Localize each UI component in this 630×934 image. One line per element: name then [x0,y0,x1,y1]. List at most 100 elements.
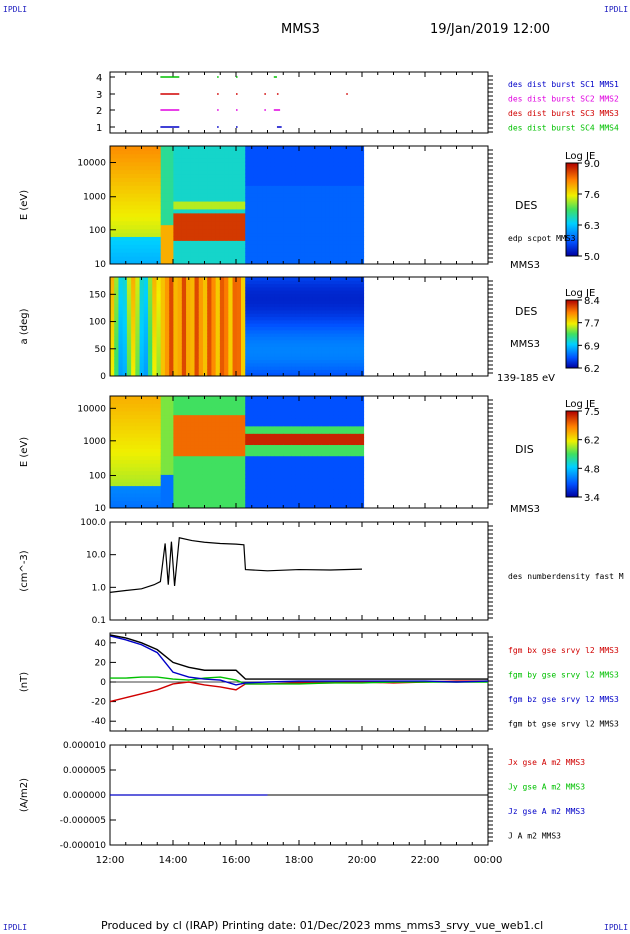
heatmap-cell [253,339,259,344]
heatmap-cell [295,329,301,334]
heatmap-cell [186,161,191,167]
heatmap-cell [228,177,234,182]
heatmap-cell [241,496,246,502]
heatmap-cell [333,290,339,294]
heatmap-cell [194,161,200,167]
heatmap-cell [207,240,212,245]
heatmap-cell [228,478,234,483]
heatmap-cell [224,256,229,261]
heatmap-cell [262,478,267,483]
heatmap-cell [148,244,153,249]
heatmap-cell [279,366,284,370]
heatmap-cell [219,277,225,281]
heatmap-cell [350,153,356,159]
heatmap-cell [279,189,284,194]
heatmap-cell [355,248,360,253]
heatmap-cell [338,326,343,331]
heatmap-cell [194,146,200,151]
heatmap-cell [257,193,263,198]
heatmap-cell [355,161,360,167]
heatmap-cell [312,349,318,354]
heatmap-cell [283,240,289,245]
heatmap-cell [266,220,272,226]
heatmap-cell [312,157,318,163]
heatmap-cell [283,356,289,360]
heatmap-cell [202,372,208,377]
heatmap-cell [270,149,276,155]
heatmap-cell [283,149,289,155]
heatmap-cell [211,396,217,401]
heatmap-cell [207,425,212,431]
heatmap-cell [173,414,179,419]
heatmap-cell [131,236,136,241]
heatmap-cell [169,165,174,171]
des-pitch-colorbar-tick-label: 7.7 [584,319,600,330]
heatmap-cell [211,478,217,483]
heatmap-cell [169,277,174,281]
heatmap-cell [160,407,166,412]
heatmap-cell [219,181,225,186]
heatmap-cell [156,399,162,404]
heatmap-cell [152,185,157,190]
heatmap-cell [228,349,234,354]
heatmap-cell [262,220,267,226]
heatmap-cell [173,463,179,468]
heatmap-cell [279,240,284,245]
heatmap-cell [304,248,310,253]
heatmap-cell [131,349,136,354]
heatmap-cell [359,177,365,182]
heatmap-cell [257,228,263,234]
heatmap-cell [355,300,360,304]
heatmap-cell [173,481,179,487]
heatmap-cell [270,283,276,288]
heatmap-cell [257,399,263,404]
heatmap-cell [350,149,356,155]
heatmap-cell [295,333,301,337]
heatmap-cell [160,240,166,245]
heatmap-cell [114,323,119,327]
heatmap-cell [249,244,255,249]
heatmap-cell [253,504,259,509]
heatmap-cell [355,336,360,341]
heatmap-cell [126,433,132,438]
heatmap-cell [317,296,322,301]
heatmap-cell [207,362,212,367]
heatmap-cell [194,474,200,479]
heatmap-cell [202,306,208,311]
heatmap-cell [245,410,250,416]
heatmap-cell [131,474,136,479]
heatmap-cell [312,244,318,249]
heatmap-cell [211,399,217,404]
heatmap-cell [219,149,225,155]
heatmap-cell [236,290,242,294]
heatmap-cell [215,485,221,490]
heatmap-cell [283,216,289,222]
heatmap-cell [148,165,153,171]
heatmap-cell [131,433,136,438]
heatmap-cell [249,313,255,318]
heatmap-cell [164,474,170,479]
heatmap-cell [219,414,225,419]
heatmap-cell [329,153,335,159]
heatmap-cell [245,208,250,214]
heatmap-cell [164,425,170,431]
heatmap-cell [156,366,162,370]
heatmap-cell [249,369,255,374]
heatmap-cell [114,220,119,226]
heatmap-cell [355,280,360,285]
heatmap-cell [232,418,238,423]
heatmap-cell [359,165,365,171]
heatmap-cell [152,157,157,163]
heatmap-cell [338,349,343,354]
heatmap-cell [232,448,238,453]
heatmap-cell [194,356,200,360]
heatmap-cell [131,326,136,331]
heatmap-cell [283,165,289,171]
heatmap-cell [139,220,145,226]
heatmap-cell [181,356,187,360]
heatmap-cell [114,256,119,261]
heatmap-cell [177,329,183,334]
heatmap-cell [338,277,343,281]
heatmap-cell [156,224,162,230]
heatmap-cell [131,240,136,245]
